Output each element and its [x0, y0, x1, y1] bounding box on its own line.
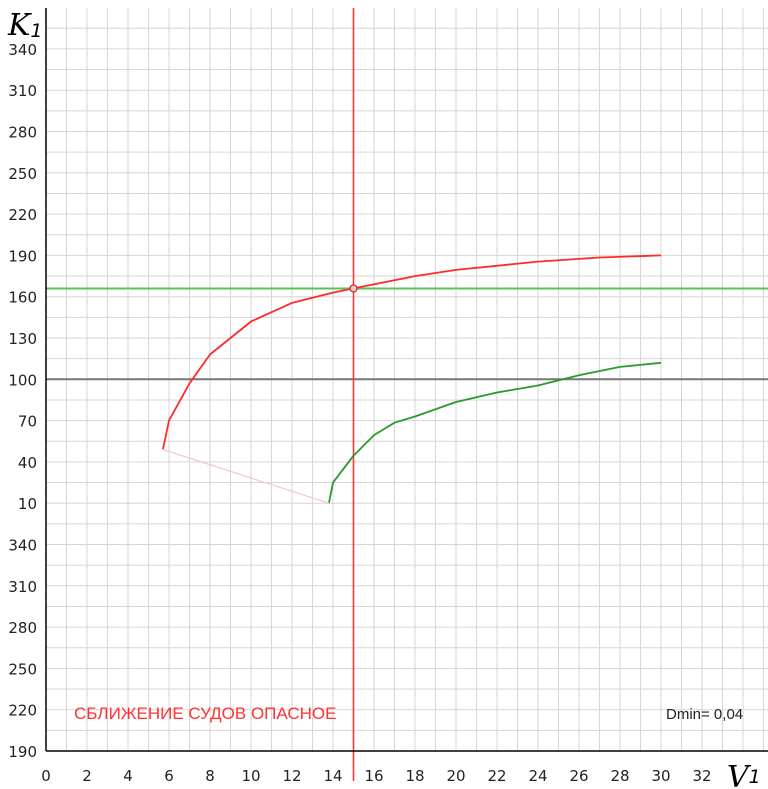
y-tick-label: 40 [18, 454, 37, 472]
y-tick-label: 310 [8, 578, 37, 596]
series-line-3 [162, 448, 330, 504]
x-tick-label: 10 [241, 767, 260, 785]
warning-annotation: СБЛИЖЕНИЕ СУДОВ ОПАСНОЕ [74, 704, 336, 723]
y-tick-label: 10 [18, 495, 37, 513]
y-tick-label: 190 [8, 743, 37, 761]
x-tick-label: 14 [323, 767, 342, 785]
x-tick-labels: 0 2 4 6 8 10 12 14 16 18 20 22 24 26 28 30 32 [41, 767, 711, 785]
y-axis-title: K1 [7, 8, 43, 43]
x-tick-label: 18 [405, 767, 424, 785]
y-tick-label: 190 [8, 247, 37, 265]
x-tick-label: 6 [164, 767, 174, 785]
x-tick-label: 2 [82, 767, 92, 785]
x-tick-label: 0 [41, 767, 51, 785]
x-tick-label: 8 [205, 767, 215, 785]
x-tick-label: 12 [282, 767, 301, 785]
y-tick-label: 100 [8, 371, 37, 389]
y-tick-label: 310 [8, 82, 37, 100]
y-tick-label: 130 [8, 330, 37, 348]
y-tick-label: 280 [8, 124, 37, 142]
series-lines [162, 254, 662, 504]
x-tick-label: 22 [487, 767, 506, 785]
series-line-1 [162, 254, 662, 450]
y-tick-label: 220 [8, 206, 37, 224]
x-tick-label: 20 [446, 767, 465, 785]
series-line-2 [328, 361, 662, 504]
dmin-annotation: Dmin= 0,04 [666, 706, 743, 723]
y-tick-label: 70 [18, 413, 37, 431]
y-tick-label: 160 [8, 289, 37, 307]
y-tick-label: 250 [8, 165, 37, 183]
x-tick-label: 28 [610, 767, 629, 785]
x-tick-label: 4 [123, 767, 133, 785]
y-tick-label: 340 [8, 41, 37, 59]
intersection-marker [349, 284, 358, 293]
y-tick-labels: 190 220 250 280 310 340 10 40 70 100 130 160 190 220 2… [8, 41, 37, 761]
x-tick-label: 32 [692, 767, 711, 785]
x-tick-label: 24 [528, 767, 547, 785]
reference-lines [46, 8, 768, 781]
axes [45, 8, 768, 752]
x-tick-label: 16 [364, 767, 383, 785]
x-tick-label: 26 [569, 767, 588, 785]
y-tick-label: 280 [8, 619, 37, 637]
y-tick-label: 250 [8, 660, 37, 678]
x-tick-label: 30 [651, 767, 670, 785]
y-tick-label: 220 [8, 702, 37, 720]
x-axis-title: V1 [727, 760, 761, 789]
y-tick-label: 340 [8, 537, 37, 555]
